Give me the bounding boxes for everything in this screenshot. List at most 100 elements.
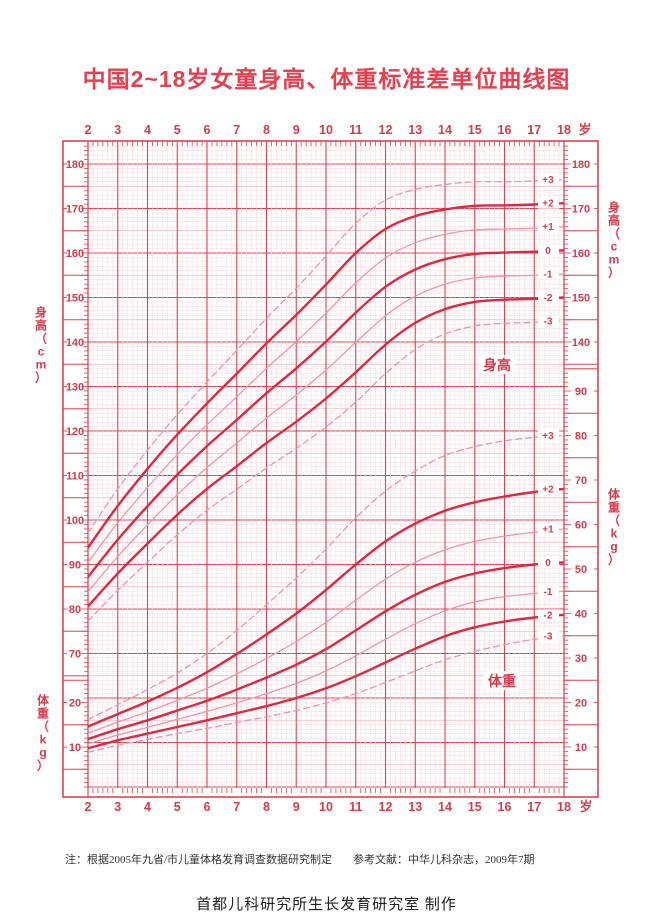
weight-curve-sd0 — [88, 561, 564, 741]
sd-label: 0 — [545, 246, 551, 257]
right-height-axis-title-char: 高 — [608, 213, 620, 228]
top-age-unit-label: 岁 — [578, 122, 591, 137]
left-height-axis-title: 身高（cm） — [35, 305, 47, 385]
right-height-axis-title-char: 身 — [608, 200, 620, 215]
sd-label: +2 — [542, 199, 554, 210]
height-curve-sd0 — [88, 249, 564, 579]
sd-label: +3 — [542, 175, 554, 186]
left-height-axis-title-char: m — [36, 358, 47, 372]
axis-labels: 1801701601501401301201101009080702010180… — [66, 122, 593, 814]
bottom-age-label: 13 — [408, 800, 422, 814]
right-weight-axis-title-char: g — [610, 540, 617, 554]
bottom-age-label: 9 — [293, 800, 300, 814]
bottom-age-label: 14 — [438, 800, 452, 814]
bottom-age-unit-label: 岁 — [579, 799, 592, 814]
left-weight-label: 10 — [69, 742, 81, 754]
sd-label: +1 — [542, 222, 554, 233]
sd-label: -3 — [544, 631, 553, 642]
right-height-label: 180 — [572, 159, 590, 171]
weight-curve-sd+2 — [88, 487, 564, 728]
right-weight-label: 90 — [575, 386, 587, 398]
right-height-label: 140 — [572, 337, 590, 349]
right-weight-label: 20 — [575, 698, 587, 710]
left-height-label: 180 — [66, 159, 84, 171]
top-age-label: 2 — [85, 123, 92, 137]
weight-curve-sd+3 — [88, 434, 564, 721]
left-height-label: 90 — [69, 560, 81, 572]
left-weight-axis-title-char: 重 — [37, 706, 49, 721]
right-weight-axis-title-char: 重 — [608, 500, 620, 515]
top-age-label: 14 — [438, 123, 452, 137]
top-age-label: 15 — [468, 123, 482, 137]
left-height-label: 110 — [66, 471, 84, 483]
bottom-age-label: 18 — [557, 800, 571, 814]
height-curve-sd+3 — [88, 178, 564, 534]
sd-label: -2 — [544, 610, 553, 621]
right-weight-axis-title-char: k — [611, 527, 618, 541]
left-height-label: 160 — [66, 248, 84, 260]
axis-ticks — [63, 141, 598, 793]
left-height-label: 80 — [69, 604, 81, 616]
sd-label: -1 — [544, 269, 553, 280]
height-curve-sd-1 — [88, 273, 564, 593]
left-height-label: 70 — [69, 649, 81, 661]
bottom-age-label: 12 — [379, 800, 393, 814]
right-weight-label: 50 — [575, 564, 587, 576]
right-height-axis-title: 身高（cm） — [608, 200, 620, 280]
sd-label-bg — [538, 221, 559, 233]
bottom-age-label: 3 — [114, 800, 121, 814]
page-title: 中国2~18岁女童身高、体重标准差单位曲线图 — [82, 66, 571, 92]
top-age-label: 10 — [319, 123, 333, 137]
sd-label: -1 — [544, 587, 553, 598]
weight-curve-sd-2 — [88, 613, 564, 750]
inplot-height-label-bg — [479, 355, 515, 374]
top-age-label: 9 — [293, 123, 300, 137]
sd-label: 0 — [545, 558, 551, 569]
top-age-label: 13 — [408, 123, 422, 137]
left-weight-axis-title-char: g — [39, 746, 46, 760]
left-height-label: 130 — [66, 382, 84, 394]
left-weight-axis-title-char: 体 — [37, 693, 50, 708]
bottom-age-label: 6 — [204, 800, 211, 814]
top-age-label: 18 — [557, 123, 571, 137]
right-height-axis-title-char: c — [611, 240, 618, 254]
sd-label-bg — [538, 556, 559, 568]
sd-label: -3 — [544, 317, 553, 328]
weight-curve-sd+1 — [88, 528, 564, 734]
height-curve-sd+2 — [88, 202, 564, 549]
bottom-age-label: 4 — [144, 800, 151, 814]
right-height-axis-title-char: ） — [608, 265, 620, 280]
bottom-age-label: 5 — [174, 800, 181, 814]
curves — [88, 178, 564, 753]
inplot-weight-label-bg — [484, 671, 520, 690]
right-height-axis-title-char: （ — [608, 226, 620, 241]
top-age-label: 17 — [527, 123, 541, 137]
left-weight-axis-title-char: （ — [37, 719, 49, 734]
right-height-label: 170 — [572, 204, 590, 216]
sd-label-bg — [538, 430, 559, 441]
footnote-source: 注：根据2005年九省/市儿童体格发育调查数据研究制定 — [65, 854, 333, 866]
sd-label: -2 — [544, 293, 553, 304]
sd-label-bg — [538, 483, 559, 495]
inplot-weight-label: 体重 — [488, 673, 516, 689]
top-age-label: 8 — [263, 123, 270, 137]
sd-label: +1 — [542, 524, 554, 535]
top-age-label: 5 — [174, 123, 181, 137]
right-weight-axis-title-char: ） — [608, 552, 620, 567]
top-age-label: 12 — [379, 123, 393, 137]
weight-curve-sd-1 — [88, 590, 564, 745]
outer-border — [62, 140, 599, 798]
sd-label-bg — [538, 268, 559, 280]
sd-label-bg — [538, 630, 559, 642]
right-weight-label: 70 — [575, 475, 587, 487]
left-height-label: 100 — [66, 515, 84, 527]
top-age-label: 6 — [204, 123, 211, 137]
left-height-axis-title-char: 身 — [35, 305, 47, 320]
right-weight-axis-title: 体重（kg） — [608, 487, 621, 567]
top-age-label: 7 — [233, 123, 240, 137]
right-height-label: 150 — [572, 293, 590, 305]
bottom-age-label: 16 — [498, 800, 512, 814]
